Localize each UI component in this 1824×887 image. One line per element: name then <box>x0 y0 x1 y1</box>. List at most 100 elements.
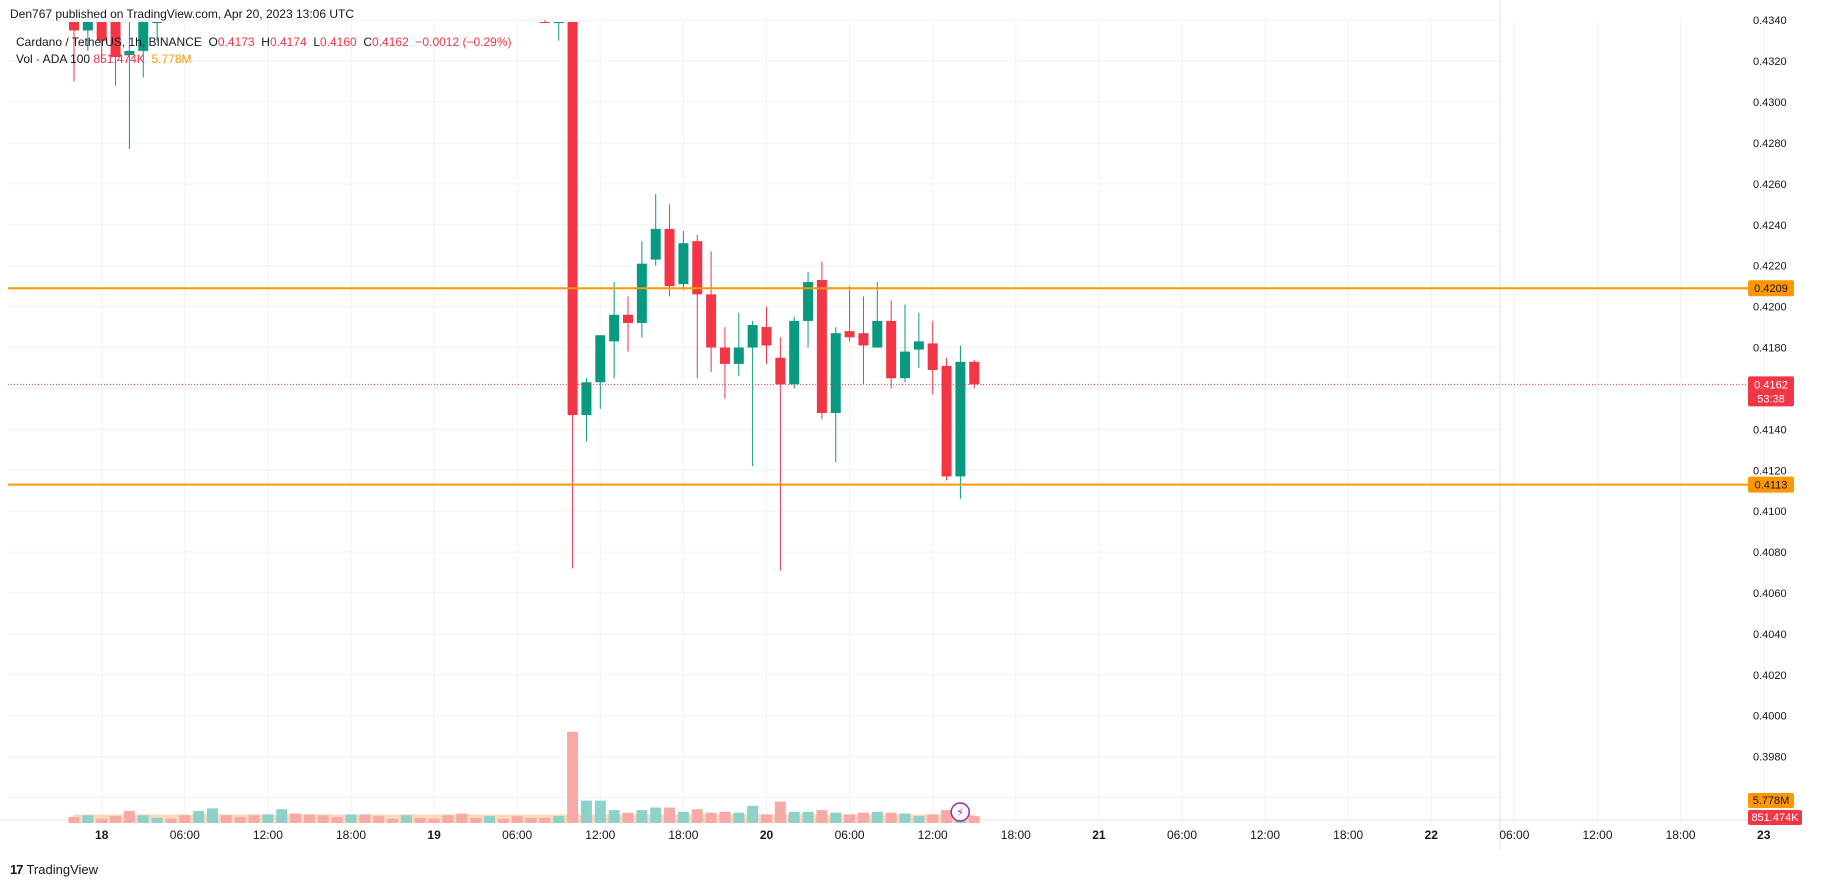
volume-bar <box>677 811 689 823</box>
volume-bar <box>484 816 495 823</box>
candle-body <box>844 331 855 338</box>
volume-bar <box>68 816 80 823</box>
time-tick-label: 12:00 <box>253 828 283 842</box>
time-tick-label: 18:00 <box>1333 828 1363 842</box>
volume-bar <box>885 812 897 823</box>
volume-bar <box>207 808 218 823</box>
price-tick-label: 0.4280 <box>1753 138 1787 150</box>
candle-body <box>609 314 620 342</box>
candle-body <box>553 22 564 23</box>
level-price-label: 0.4113 <box>1755 480 1788 492</box>
candle-body <box>927 343 938 371</box>
price-tick-label: 0.4040 <box>1753 629 1787 641</box>
volume-bar <box>580 800 592 823</box>
candle-body <box>886 320 897 379</box>
candle-body <box>581 382 592 416</box>
volume-bars <box>68 731 981 823</box>
volume-bar <box>539 817 551 823</box>
candle-body <box>623 314 633 323</box>
candle-body <box>678 243 689 285</box>
volume-bar <box>82 815 94 823</box>
volume-bar <box>567 731 579 823</box>
ohlc-open: 0.4173 <box>217 35 255 49</box>
volume-bar <box>193 810 205 823</box>
price-axis[interactable]: 0.4340 0.4320 0.4300 0.4280 0.4260 0.4240 0.42… <box>1753 15 1787 804</box>
volume-bar <box>525 817 537 823</box>
candle-body <box>830 333 841 413</box>
lightning-glyph: ⚡ <box>956 806 964 819</box>
volume-legend-value: 851.474K <box>93 52 145 66</box>
volume-bar <box>899 813 911 823</box>
level-price-tag <box>1748 280 1794 297</box>
time-axis[interactable]: 18 06:00 12:00 18:00 19 06:00 12:00 18:00 20 06:0… <box>95 828 1771 842</box>
time-tick-label: 06:00 <box>1499 828 1529 842</box>
price-tick-label: 0.4180 <box>1753 343 1787 355</box>
volume-bar <box>165 818 177 823</box>
candle-body <box>595 335 606 383</box>
volume-bar <box>359 814 371 823</box>
volume-legend-period: 100 <box>70 52 91 66</box>
candle-body <box>636 263 647 323</box>
volume-bar <box>428 818 440 823</box>
candle-body <box>858 333 869 346</box>
time-tick-label: 18 <box>95 828 109 842</box>
price-tick-label: 0.4300 <box>1753 97 1787 109</box>
candle-body <box>664 228 675 287</box>
volume-bar <box>470 817 482 823</box>
volume-bar <box>456 813 468 823</box>
volume-bar <box>96 818 108 823</box>
volume-bar <box>400 815 412 823</box>
symbol-legend[interactable]: Cardano / TetherUS, 1h, BINANCE O0.4173 … <box>16 35 512 49</box>
tradingview-footer[interactable]: 17 TradingView <box>10 862 98 877</box>
volume-bar <box>110 816 122 823</box>
volume-bar <box>303 814 315 823</box>
tradingview-logo-icon: 17 <box>10 862 24 877</box>
time-tick-label: 06:00 <box>502 828 532 842</box>
price-tick-label: 0.4240 <box>1753 220 1787 232</box>
volume-bar <box>664 807 676 823</box>
volume-bar <box>691 809 703 823</box>
volume-ma-label: 5.778M <box>1753 795 1790 807</box>
volume-ma-tag <box>1748 793 1794 808</box>
time-tick-label: 06:00 <box>170 828 200 842</box>
horizontal-levels[interactable]: 0.4209 0.4113 <box>8 280 1794 493</box>
price-tick-label: 0.4140 <box>1753 424 1787 436</box>
lightning-icon <box>950 802 970 822</box>
volume-bar <box>747 805 759 823</box>
volume-bar <box>234 816 246 823</box>
volume-last-tag <box>1748 810 1802 825</box>
candle-body <box>539 22 550 23</box>
volume-bar <box>262 814 274 823</box>
volume-bar <box>788 811 800 823</box>
volume-bar <box>802 811 814 823</box>
volume-bar <box>137 815 149 823</box>
last-price-label: 0.4162 <box>1754 379 1788 391</box>
price-tick-label: 0.4060 <box>1753 588 1787 600</box>
volume-ma-area <box>68 814 981 823</box>
ohlc-close-label: C <box>363 35 373 49</box>
candle-body <box>913 341 924 350</box>
volume-bar <box>511 816 523 823</box>
volume-last-label: 851.474K <box>1751 812 1799 824</box>
overlay-markers: 0.4162 53:38 5.778M 851.474K ⚡ <box>8 376 1802 825</box>
volume-bar <box>871 811 883 823</box>
volume-bar <box>636 810 648 823</box>
level-price-label: 0.4209 <box>1754 283 1788 295</box>
volume-legend[interactable]: Vol · ADA 100 851.474K 5.778M <box>16 52 192 66</box>
candle-body <box>719 347 730 364</box>
candlesticks <box>69 20 980 571</box>
candle-body <box>650 228 661 260</box>
candle-body <box>138 22 149 51</box>
symbol-name[interactable]: Cardano / TetherUS, 1h, BINANCE <box>16 35 202 49</box>
volume-bar <box>594 800 606 823</box>
candle-body <box>872 320 883 348</box>
candle-body <box>816 280 827 413</box>
candle-body <box>969 361 980 385</box>
price-tick-label: 0.3980 <box>1753 752 1787 764</box>
price-tick-label: 0.4100 <box>1753 506 1787 518</box>
chart-grid <box>0 0 1800 850</box>
volume-bar <box>761 814 772 823</box>
volume-legend-label[interactable]: Vol · ADA <box>16 52 67 66</box>
time-tick-label: 18:00 <box>1666 828 1696 842</box>
